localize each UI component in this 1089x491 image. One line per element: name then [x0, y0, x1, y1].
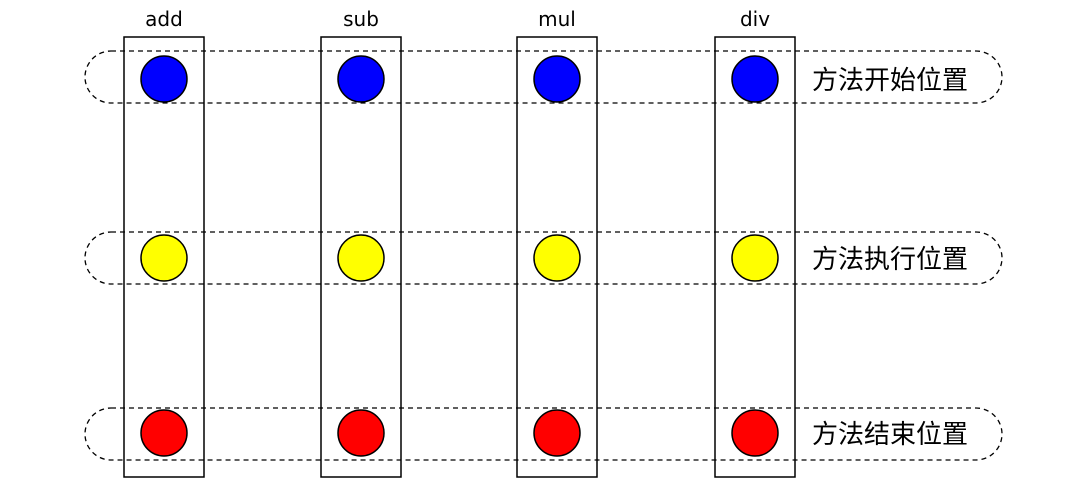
- dot-sub-end: [337, 409, 385, 457]
- column-box-sub: [320, 36, 402, 478]
- column-box-mul: [516, 36, 598, 478]
- column-label-div: div: [740, 7, 770, 31]
- row-band-start: [84, 50, 1003, 104]
- row-band-end: [84, 407, 1003, 461]
- dot-div-end: [731, 409, 779, 457]
- row-label-start: 方法开始位置: [812, 66, 968, 96]
- column-label-sub: sub: [343, 7, 379, 31]
- dot-add-execute: [140, 234, 188, 282]
- column-box-div: [714, 36, 796, 478]
- dot-mul-execute: [533, 234, 581, 282]
- dot-div-execute: [731, 234, 779, 282]
- row-label-execute: 方法执行位置: [812, 245, 968, 275]
- row-label-end: 方法结束位置: [812, 420, 968, 450]
- column-label-mul: mul: [538, 7, 576, 31]
- column-box-add: [123, 36, 205, 478]
- dot-add-start: [140, 55, 188, 103]
- dot-mul-start: [533, 55, 581, 103]
- dot-div-start: [731, 55, 779, 103]
- dot-add-end: [140, 409, 188, 457]
- dot-sub-start: [337, 55, 385, 103]
- dot-sub-execute: [337, 234, 385, 282]
- dot-mul-end: [533, 409, 581, 457]
- row-band-execute: [84, 231, 1003, 285]
- column-label-add: add: [145, 7, 183, 31]
